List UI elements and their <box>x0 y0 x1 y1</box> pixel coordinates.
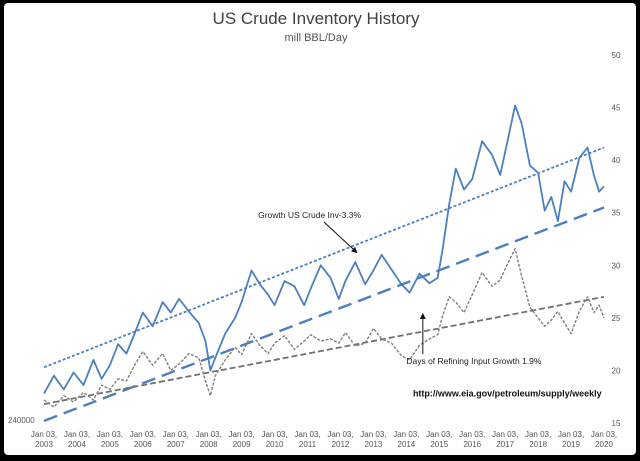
trend-line-refining-trend <box>43 295 605 405</box>
x-tick-label-2017: Jan 03, 2017 <box>492 430 518 449</box>
chart-subtitle: mill BBL/Day <box>285 32 348 44</box>
y-tick-label-20: 20 <box>612 366 621 375</box>
y-tick-label-45: 45 <box>612 104 621 113</box>
left-axis-label: 240000 <box>8 416 35 425</box>
x-tick-label-2006: Jan 03, 2006 <box>130 430 156 449</box>
source-url: http://www.eia.gov/petroleum/supply/week… <box>413 389 602 399</box>
x-tick-label-2003: Jan 03, 2003 <box>31 430 57 449</box>
x-tick-label-2004: Jan 03, 2004 <box>64 430 90 449</box>
x-tick-label-2015: Jan 03, 2015 <box>426 430 452 449</box>
x-tick-label-2007: Jan 03, 2007 <box>163 430 189 449</box>
y-tick-label-15: 15 <box>612 419 621 428</box>
plot-area: 15 20 25 30 35 40 45 50 Jan 03, 2003 Jan 03, 2004 Ja… <box>31 51 621 449</box>
trend-line-lower-channel <box>43 206 605 423</box>
x-tick-label-2010: Jan 03, 2010 <box>261 430 287 449</box>
x-tick-label-2014: Jan 03, 2014 <box>393 430 419 449</box>
chart-title: US Crude Inventory History <box>213 9 420 28</box>
y-tick-label-40: 40 <box>612 156 621 165</box>
x-tick-label-2011: Jan 03, 2011 <box>294 430 320 449</box>
x-tick-label-2020: Jan 03, 2020 <box>591 430 617 449</box>
x-tick-label-2009: Jan 03, 2009 <box>229 430 255 449</box>
x-tick-label-2012: Jan 03, 2012 <box>327 430 353 449</box>
x-tick-label-2013: Jan 03, 2013 <box>360 430 386 449</box>
annotation-crude-arrow <box>323 221 358 254</box>
y-tick-label-30: 30 <box>612 261 621 270</box>
y-tick-label-50: 50 <box>612 51 621 60</box>
x-tick-label-2019: Jan 03, 2019 <box>558 430 584 449</box>
series-line-refining-days <box>43 247 605 408</box>
x-tick-label-2018: Jan 03, 2018 <box>525 430 551 449</box>
chart-frame: US Crude Inventory History mill BBL/Day … <box>4 3 636 455</box>
series-line-crude-inventory <box>43 104 605 395</box>
trend-line-upper-channel <box>43 146 605 369</box>
annotation-refining-growth: Days of Refining Input Growth 1.9% <box>406 356 542 366</box>
annotation-crude-growth: Growth US Crude Inv-3.3% <box>258 210 361 220</box>
x-tick-label-2005: Jan 03, 2005 <box>97 430 123 449</box>
x-tick-label-2008: Jan 03, 2008 <box>196 430 222 449</box>
chart-svg: US Crude Inventory History mill BBL/Day … <box>8 9 621 449</box>
y-tick-label-25: 25 <box>612 314 621 323</box>
x-tick-label-2016: Jan 03, 2016 <box>459 430 485 449</box>
y-tick-label-35: 35 <box>612 209 621 218</box>
